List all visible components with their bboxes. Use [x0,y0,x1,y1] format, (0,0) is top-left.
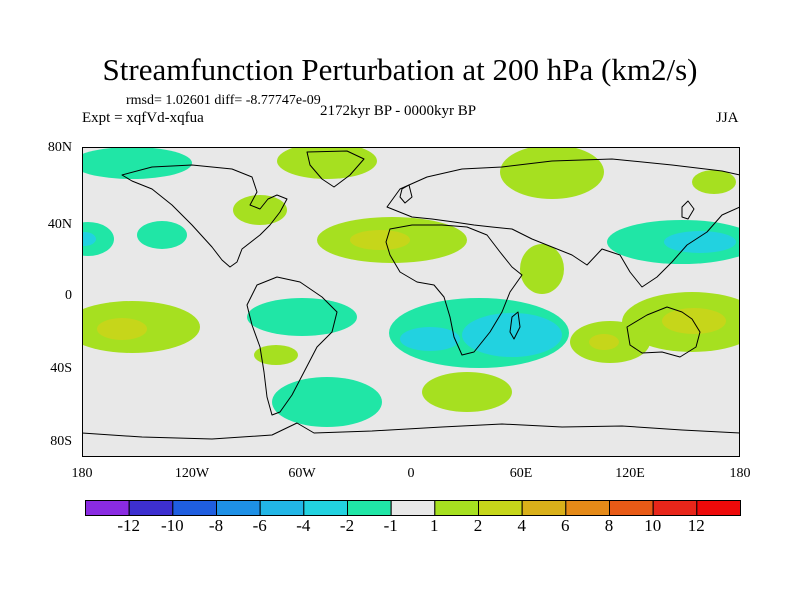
negative-anomaly-regions [82,147,740,427]
lon-label-180e: 180 [729,466,751,481]
stats-text: rmsd= 1.02601 diff= -8.77747e-09 [126,93,321,108]
map-frame [82,147,740,457]
experiment-label: Expt = xqfVd-xqfua [82,110,204,126]
colorbar-box [390,500,436,516]
lon-label-0: 0 [407,466,415,481]
colorbar-label: -2 [339,516,355,535]
positive-anomaly-regions [82,147,740,412]
africa-coast [385,224,523,356]
lon-label-60e: 60E [509,466,533,481]
coastlines [82,150,740,440]
colorbar-box [128,500,174,516]
lat-label-80n: 80N [47,140,72,155]
colorbar-label: 12 [687,516,705,535]
colorbar-box [434,500,479,516]
colorbar-label: -1 [383,516,398,535]
colorbar-box [216,500,261,516]
colorbar-box [347,500,392,516]
colorbar-box [652,500,698,516]
colorbar-label: 1 [430,516,439,535]
chart-title: Streamfunction Perturbation at 200 hPa (… [102,52,698,87]
colorbar [85,500,741,516]
lon-label-120e: 120E [615,466,645,481]
colorbar-box [609,500,654,516]
map-background [82,147,740,457]
colorbar-label: 2 [473,516,483,535]
lon-label-60w: 60W [288,466,316,481]
season-label: JJA [716,110,739,126]
lat-label-40n: 40N [47,217,72,232]
colorbar-box [259,500,305,516]
colorbar-box [172,500,217,516]
eurasia-coast [386,158,740,288]
greenland-coast [306,150,365,188]
colorbar-box [696,500,741,516]
colorbar-box [521,500,567,516]
south-america-coast [246,276,338,416]
colorbar-label: 8 [604,516,614,535]
lat-label-80s: 80S [50,434,72,449]
colorbar-label: -12 [117,516,141,535]
madagascar-coast [509,311,521,340]
colorbar-label: -4 [296,516,311,535]
colorbar-label: 6 [561,516,570,535]
colorbar-box [478,500,523,516]
streamfunction-map [82,147,740,457]
lat-label-eq: 0 [65,288,72,303]
colorbar-box [303,500,348,516]
period-label: 2172kyr BP - 0000kyr BP [320,103,477,119]
lat-label-40s: 40S [50,361,72,376]
north-america-coast [121,164,288,268]
colorbar-label: -10 [160,516,184,535]
lon-label-120w: 120W [174,466,210,481]
antarctica-coast [82,422,740,440]
colorbar-label: -6 [252,516,267,535]
colorbar-box [565,500,610,516]
colorbar-label: 10 [644,516,662,535]
colorbar-label: -8 [208,516,224,535]
australia-coast [626,306,701,358]
lon-label-180w: 180 [71,466,93,481]
japan-coast [681,200,695,220]
uk-coast [399,184,413,204]
colorbar-label: 4 [517,516,526,535]
colorbar-box [85,500,130,516]
